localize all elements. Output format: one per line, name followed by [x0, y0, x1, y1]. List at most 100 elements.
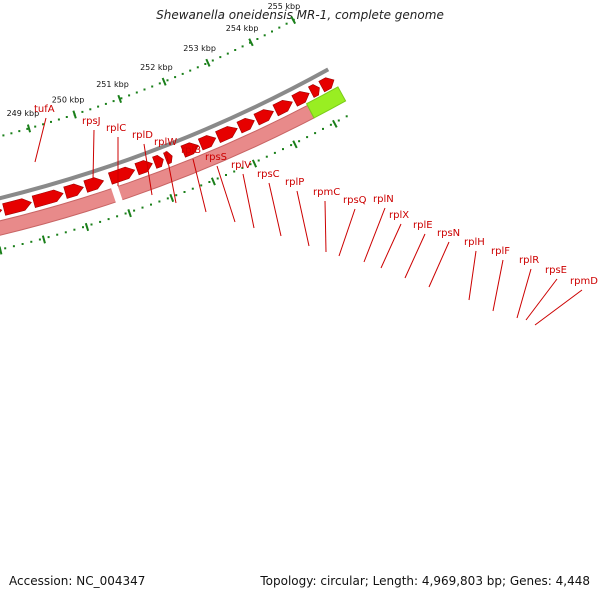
- outer-tick-dot: [90, 223, 93, 226]
- gene-arrow[interactable]: [318, 77, 335, 93]
- outer-tick-dot: [133, 209, 136, 212]
- inner-tick-dot: [143, 88, 146, 91]
- gene-arrow[interactable]: [253, 109, 274, 126]
- gene-arrow[interactable]: [272, 99, 293, 117]
- inner-major-tick: [161, 77, 167, 86]
- gene-arrow[interactable]: [108, 166, 136, 185]
- gene-label-rplD[interactable]: rplD: [132, 130, 153, 141]
- gene-leader-line: [143, 143, 153, 196]
- gene-arrow[interactable]: [0, 206, 3, 222]
- inner-major-tick: [290, 16, 297, 25]
- accession-label: Accession: NC_004347: [9, 574, 146, 588]
- inner-tick-dot: [189, 69, 192, 72]
- inner-tick-dot: [10, 132, 13, 135]
- outer-tick-dot: [12, 245, 15, 248]
- gene-leader-line: [516, 268, 532, 319]
- gene-arrow[interactable]: [83, 177, 105, 193]
- inner-tick-dot: [166, 79, 169, 82]
- inner-major-tick: [117, 94, 123, 104]
- gene-label-rpsN[interactable]: rpsN: [437, 228, 460, 239]
- gene-arrow[interactable]: [163, 151, 173, 165]
- gene-label-rplV[interactable]: rplV: [231, 160, 251, 171]
- gene-leader-line: [268, 182, 282, 237]
- gene-label-rpsE[interactable]: rpsE: [545, 265, 567, 276]
- inner-tick-dot: [104, 102, 107, 105]
- inner-tick-dot: [57, 118, 60, 121]
- gene-leader-line: [404, 233, 426, 279]
- outer-tick-dot: [241, 166, 244, 169]
- outer-tick-dot: [183, 191, 186, 193]
- outer-tick-dot: [166, 197, 169, 200]
- gene-leader-line: [380, 223, 402, 269]
- gene-label-rplP[interactable]: rplP: [285, 177, 304, 188]
- gene-arrow[interactable]: [134, 160, 153, 176]
- gene-label-rplR[interactable]: rplR: [519, 255, 539, 266]
- gene-label-tufA[interactable]: tufA: [34, 104, 55, 115]
- gene-label-rplE[interactable]: rplE: [413, 220, 433, 231]
- gene-label-rplF[interactable]: rplF: [491, 246, 510, 257]
- outer-tick-dot: [99, 220, 102, 223]
- gene-leader-line: [525, 278, 558, 321]
- inner-tick-dot: [226, 52, 229, 55]
- inner-tick-dot: [65, 116, 68, 118]
- outer-tick-dot: [273, 151, 276, 154]
- gene-leader-line: [242, 173, 255, 229]
- gene-label-rpsC[interactable]: rpsC: [257, 169, 280, 180]
- outer-major-tick: [292, 140, 298, 149]
- gene-arrow[interactable]: [152, 154, 164, 169]
- gene-leader-line: [428, 241, 450, 288]
- gene-arrow[interactable]: [63, 183, 84, 199]
- gene-label-rplC[interactable]: rplC: [106, 123, 126, 134]
- inner-tick-dot: [249, 41, 251, 44]
- inner-tick-dot: [204, 63, 207, 65]
- backbone-line: [0, 67, 330, 201]
- kbp-tick-label: 254 kbp: [226, 24, 259, 33]
- outer-tick-dot: [216, 177, 219, 180]
- gene-leader-line: [165, 150, 177, 204]
- gene-label-rplX[interactable]: rplX: [389, 210, 409, 221]
- inner-major-tick: [72, 110, 77, 119]
- gene-label-rplH[interactable]: rplH: [464, 237, 485, 248]
- gene-leader-line: [338, 208, 356, 257]
- gene-arrow[interactable]: [31, 189, 64, 208]
- gene-label-rpsJ[interactable]: rpsJ: [82, 116, 101, 127]
- outer-major-tick: [332, 119, 338, 128]
- inner-tick-dot: [112, 100, 115, 103]
- inner-tick-dot: [271, 30, 273, 33]
- inner-tick-dot: [256, 38, 259, 40]
- inner-tick-dot: [42, 123, 45, 126]
- gene-label-rplB[interactable]: rplB: [181, 145, 201, 156]
- gene-arrow[interactable]: [197, 135, 217, 151]
- outer-major-tick: [169, 193, 175, 203]
- outer-tick-dot: [249, 163, 252, 166]
- inner-tick-dot: [128, 94, 131, 97]
- feature-band-green: [305, 86, 347, 119]
- outer-tick-dot: [175, 194, 178, 197]
- kbp-tick-label: 250 kbp: [52, 95, 85, 104]
- map-title: Shewanella oneidensis MR-1, complete gen…: [156, 8, 444, 22]
- outer-tick-dot: [4, 247, 7, 250]
- outer-tick-dot: [38, 238, 41, 241]
- outer-tick-dot: [225, 174, 227, 176]
- inner-tick-dot: [18, 130, 21, 133]
- gene-arrow[interactable]: [2, 198, 32, 216]
- gene-arrow[interactable]: [236, 117, 255, 134]
- gene-label-rplN[interactable]: rplN: [373, 194, 394, 205]
- gene-label-rpsS[interactable]: rpsS: [205, 152, 227, 163]
- gene-arrow[interactable]: [215, 126, 238, 143]
- gene-label-rpsQ[interactable]: rpsQ: [343, 195, 367, 206]
- gene-label-rpmD[interactable]: rpmD: [570, 276, 598, 287]
- outer-tick-dot: [208, 181, 211, 183]
- kbp-tick-label: 252 kbp: [140, 63, 173, 72]
- gene-arrow[interactable]: [291, 91, 310, 107]
- gene-leader-line: [363, 207, 386, 263]
- inner-tick-dot: [219, 56, 222, 59]
- gene-arrow[interactable]: [307, 84, 320, 98]
- gene-label-rpmC[interactable]: rpmC: [313, 187, 340, 198]
- outer-tick-dot: [257, 159, 260, 162]
- gene-arrow[interactable]: [180, 142, 199, 158]
- outer-tick-dot: [200, 184, 203, 187]
- inner-tick-dot: [151, 85, 154, 88]
- gene-label-rplW[interactable]: rplW: [154, 137, 177, 148]
